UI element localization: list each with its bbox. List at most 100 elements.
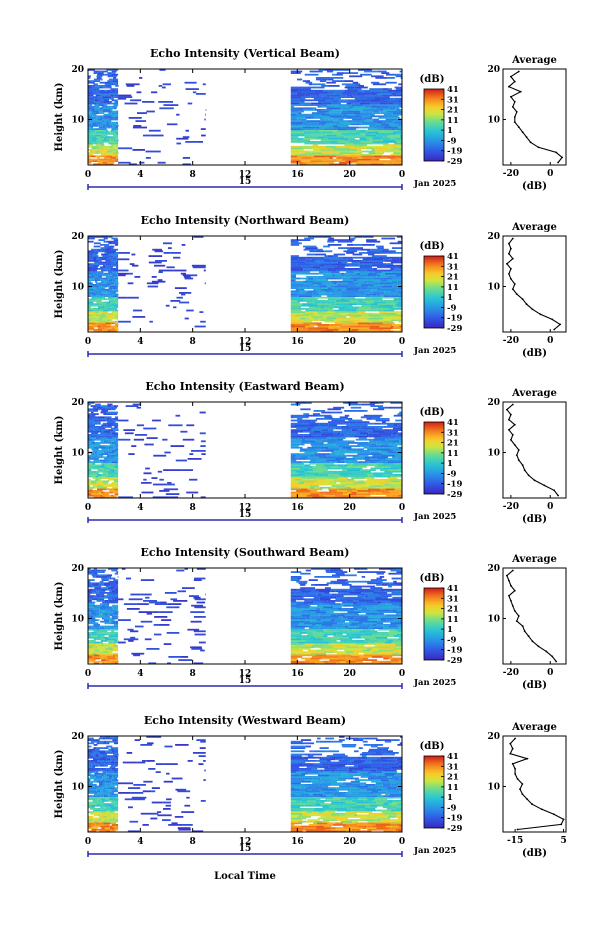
profile-point [524, 469, 526, 471]
panel-title: Echo Intensity (Westward Beam) [144, 714, 346, 727]
panel-3: Echo Intensity (Southward Beam)1020Heigh… [54, 546, 566, 691]
date-label: Jan 2025 [413, 512, 456, 522]
colorbar-tick-label: -19 [447, 646, 462, 656]
colorbar-tick-label: -9 [447, 136, 457, 146]
profile-point [518, 449, 520, 451]
colorbar-unit: (dB) [420, 573, 445, 584]
colorbar-tick-label: 21 [447, 439, 459, 449]
colorbar-tick-label: -29 [447, 824, 462, 834]
profile-point [534, 479, 536, 481]
colorbar-tick-label: -29 [447, 324, 462, 334]
profile-title: Average [511, 222, 557, 233]
x-tick-label: 0 [85, 503, 91, 513]
profile-point [508, 273, 510, 275]
profile-point [528, 474, 530, 476]
profile-x-label: (dB) [522, 848, 547, 859]
profile-x-label: (dB) [522, 680, 547, 691]
profile-point [522, 625, 524, 627]
profile-point [512, 434, 514, 436]
profile-point [522, 783, 524, 785]
colorbar-tick-label: -9 [447, 303, 457, 313]
profile-point [517, 829, 519, 831]
colorbar-tick-label: 21 [447, 773, 459, 783]
profile-point [514, 121, 516, 123]
profile-x-tick-label: 0 [547, 169, 553, 179]
date-label: Jan 2025 [413, 846, 456, 856]
profile-line [507, 405, 558, 496]
profile-point [509, 743, 511, 745]
x-axis-label: Local Time [214, 871, 276, 882]
x-tick-label: 0 [85, 337, 91, 347]
x-tick-label: 16 [291, 170, 304, 180]
profile-line [510, 739, 563, 830]
profile-point [543, 485, 545, 487]
profile-line [507, 571, 556, 662]
profile-point [528, 635, 530, 637]
colorbar-tick-label: 1 [447, 625, 453, 635]
heatmap-cells [88, 736, 403, 832]
profile-point [518, 615, 520, 617]
profile-title: Average [511, 388, 557, 399]
y-tick-label: 20 [71, 398, 84, 408]
colorbar-tick-label: -9 [447, 803, 457, 813]
profile-point [522, 298, 524, 300]
profile-point [551, 656, 553, 658]
heatmap-cells [88, 236, 402, 332]
profile-point [524, 630, 526, 632]
panel-1: Echo Intensity (Northward Beam)1020Heigh… [54, 214, 566, 359]
profile-y-tick-label: 10 [487, 283, 500, 293]
profile-point [538, 146, 540, 148]
panel-2: Echo Intensity (Eastward Beam)1020Height… [54, 380, 566, 525]
profile-frame [503, 568, 566, 664]
colorbar-tick-label: -19 [447, 314, 462, 324]
profile-point [508, 429, 510, 431]
profile-point [514, 773, 516, 775]
profile-point [510, 600, 512, 602]
profile-point [516, 293, 518, 295]
profile-point [517, 778, 519, 780]
x-tick-label: 8 [190, 669, 196, 679]
profile-point [508, 419, 510, 421]
colorbar-tick-label: 31 [447, 95, 459, 105]
x-tick-label: 16 [291, 503, 304, 513]
profile-point [553, 813, 555, 815]
profile-y-tick-label: 20 [487, 732, 500, 742]
x-tick-label: 4 [137, 503, 143, 513]
y-tick-label: 10 [71, 283, 84, 293]
x-tick-label: 20 [343, 337, 356, 347]
profile-point [555, 661, 557, 663]
colorbar-tick-label: -19 [447, 480, 462, 490]
x-tick-label: 8 [190, 337, 196, 347]
profile-y-tick-label: 20 [487, 232, 500, 242]
profile-point [540, 313, 542, 315]
profile-x-tick-label: -20 [503, 336, 519, 346]
profile-point [560, 824, 562, 826]
profile-point [563, 819, 565, 821]
profile-x-tick-label: -20 [503, 668, 519, 678]
colorbar [424, 422, 444, 494]
profile-point [512, 106, 514, 108]
profile-point [553, 329, 555, 331]
profile-point [545, 651, 547, 653]
profile-point [512, 258, 514, 260]
y-tick-label: 20 [71, 732, 84, 742]
profile-point [508, 580, 510, 582]
day-label: 15 [239, 510, 252, 520]
y-axis-label: Height (km) [54, 582, 65, 651]
colorbar-tick-label: 31 [447, 428, 459, 438]
panel-title: Echo Intensity (Southward Beam) [141, 546, 350, 559]
profile-point [514, 610, 516, 612]
y-axis-label: Height (km) [54, 83, 65, 152]
profile-x-tick-label: -20 [503, 502, 519, 512]
colorbar-tick-label: 11 [447, 783, 459, 793]
profile-point [510, 414, 512, 416]
profile-point [514, 590, 516, 592]
day-label: 15 [239, 177, 252, 187]
profile-point [512, 238, 514, 240]
x-tick-label: 0 [399, 669, 405, 679]
x-tick-label: 16 [291, 837, 304, 847]
profile-point [526, 303, 528, 305]
profile-point [516, 620, 518, 622]
